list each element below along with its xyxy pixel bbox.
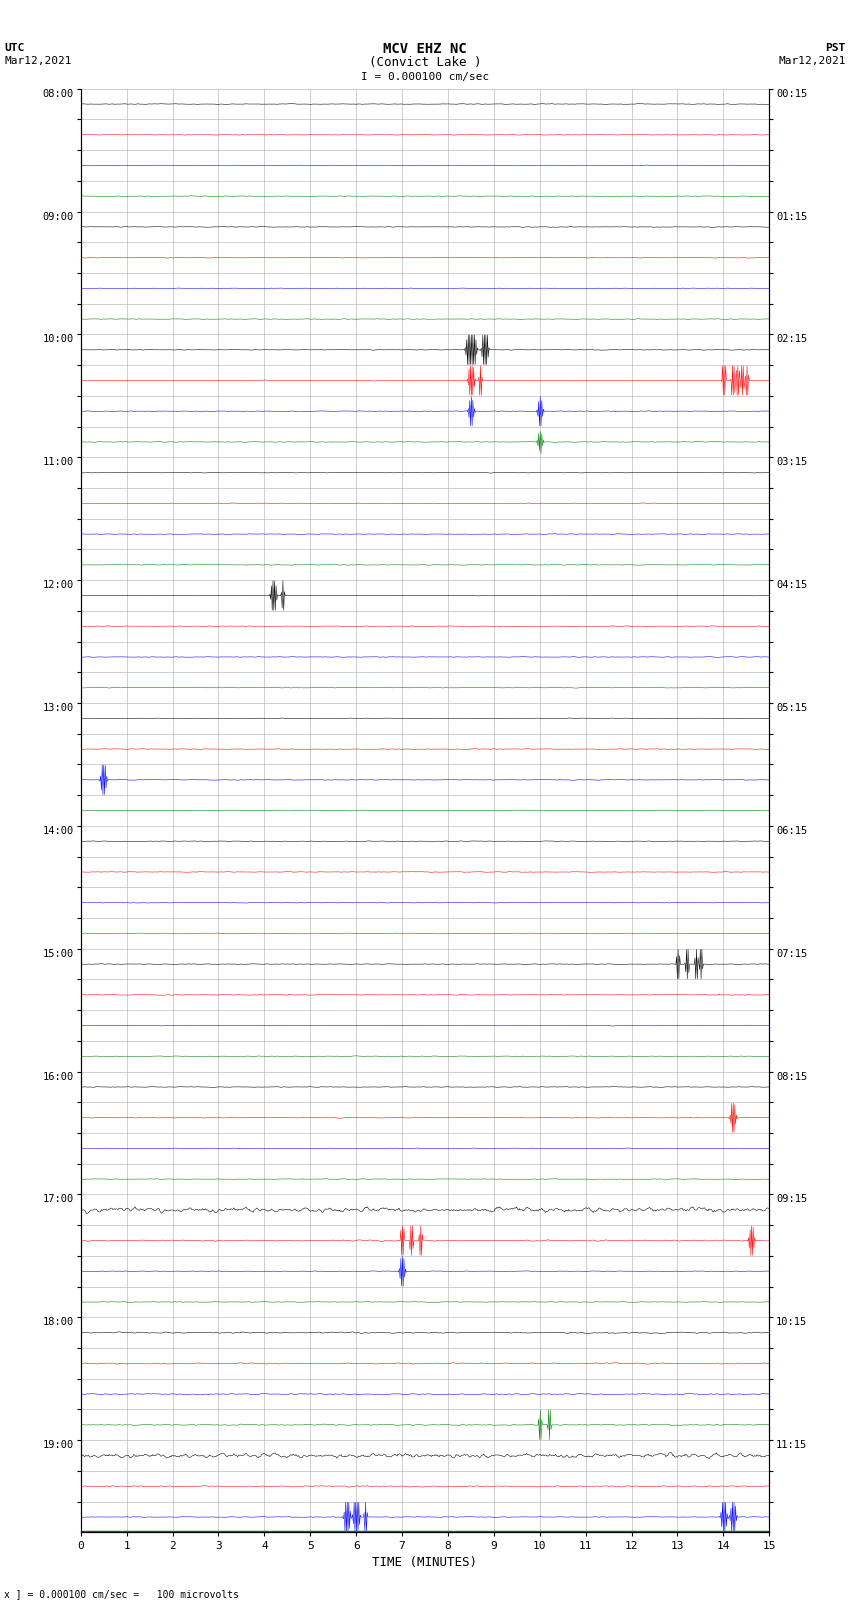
- Text: (Convict Lake ): (Convict Lake ): [369, 56, 481, 69]
- Text: Mar12,2021: Mar12,2021: [4, 56, 71, 66]
- Text: Mar12,2021: Mar12,2021: [779, 56, 846, 66]
- Text: UTC: UTC: [4, 44, 25, 53]
- X-axis label: TIME (MINUTES): TIME (MINUTES): [372, 1555, 478, 1568]
- Text: x ] = 0.000100 cm/sec =   100 microvolts: x ] = 0.000100 cm/sec = 100 microvolts: [4, 1589, 239, 1598]
- Text: MCV EHZ NC: MCV EHZ NC: [383, 42, 467, 56]
- Text: I = 0.000100 cm/sec: I = 0.000100 cm/sec: [361, 71, 489, 82]
- Text: PST: PST: [825, 44, 846, 53]
